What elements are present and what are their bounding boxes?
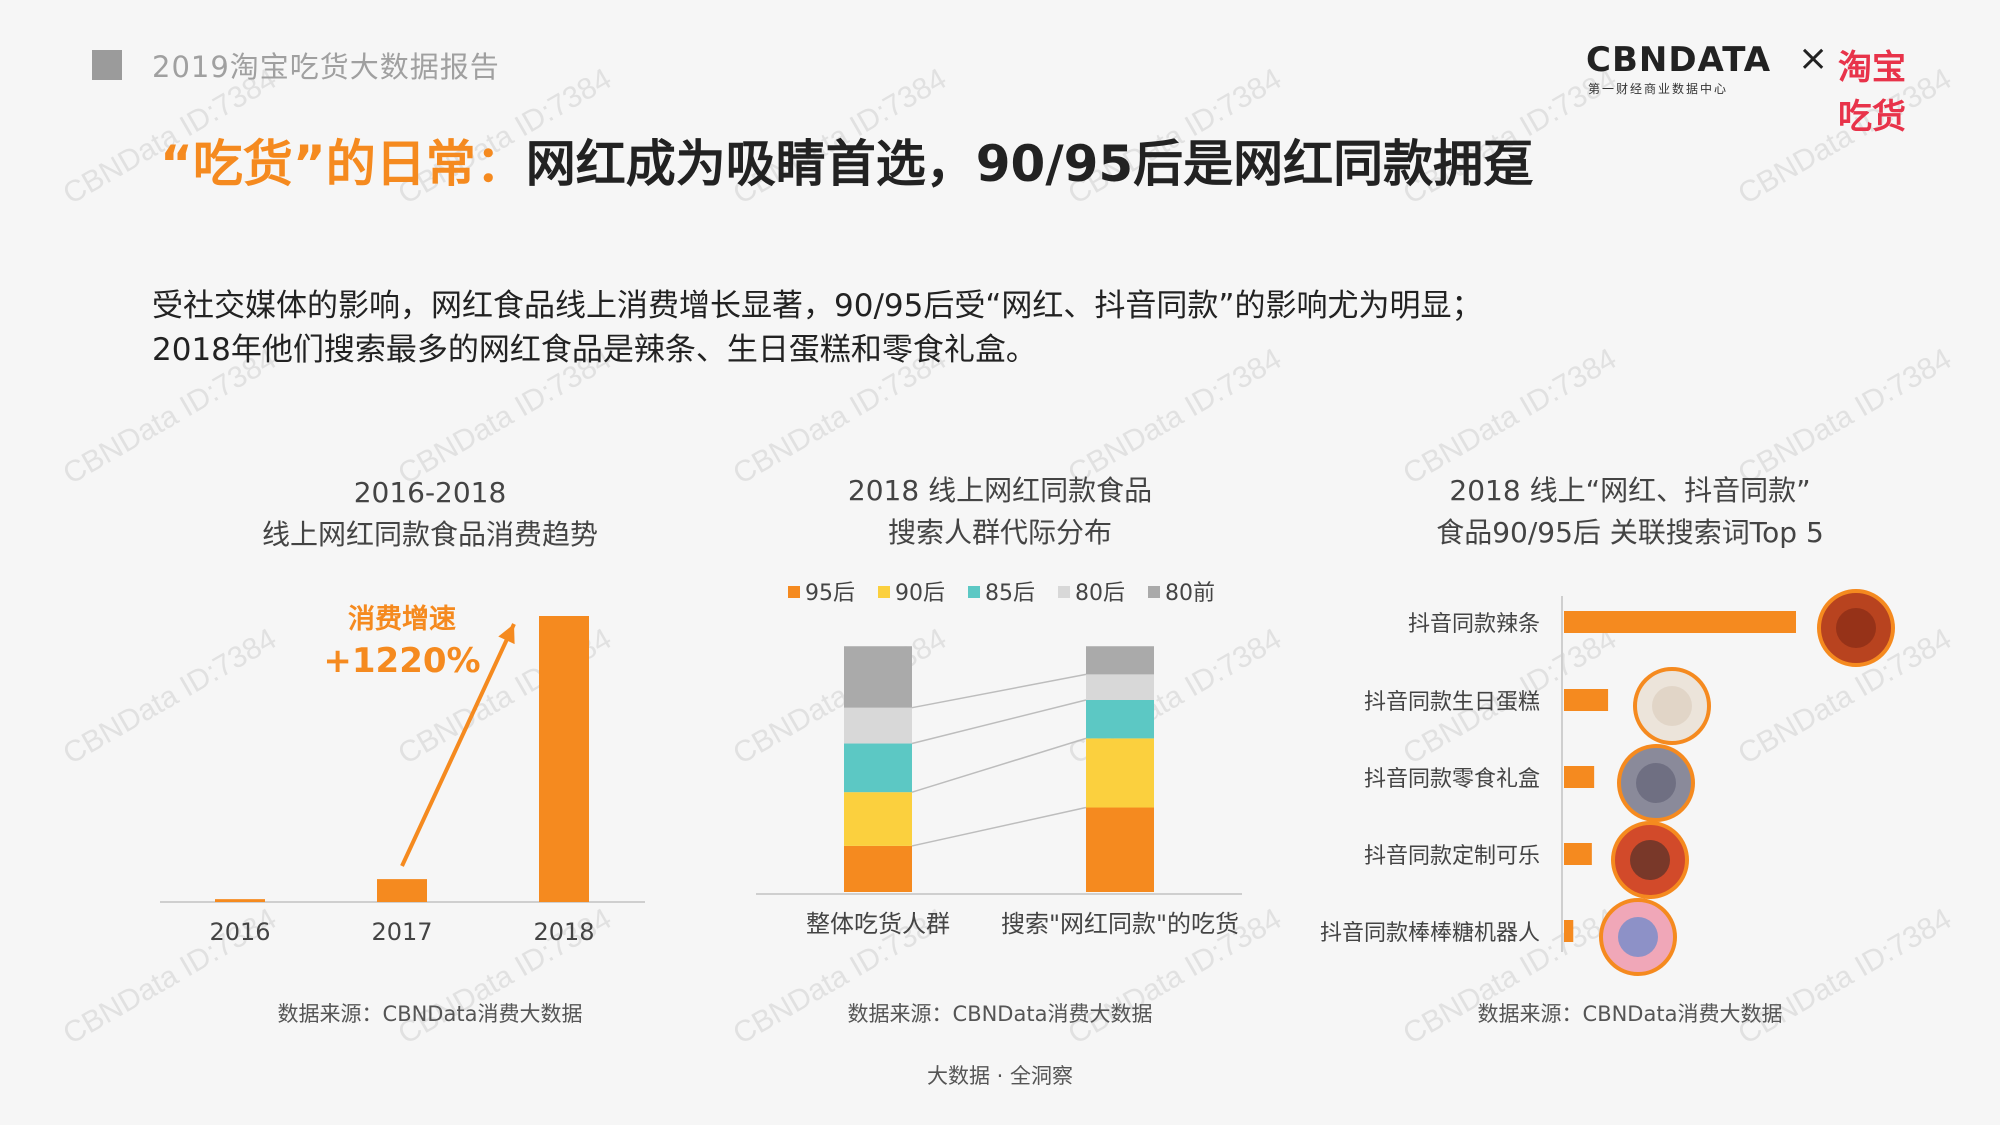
segment-connector-line [911, 806, 1087, 847]
x-tick-label: 搜索"网红同款"的吃货 [1001, 910, 1239, 938]
hbar-抖音同款零食礼盒 [1564, 766, 1595, 788]
legend-label-80后: 80后 [1075, 581, 1125, 606]
hbar-抖音同款定制可乐 [1564, 843, 1592, 865]
middle-chart-title: 2018 线上网红同款食品 搜索人群代际分布 [740, 470, 1260, 554]
legend-swatch-95后 [788, 586, 800, 598]
taobao-chihuo-logo: 淘宝吃货 [1838, 48, 1906, 137]
segment-connector-line [911, 737, 1087, 793]
report-marker-square [92, 50, 122, 80]
intro-line-2: 2018年他们搜索最多的网红食品是辣条、生日蛋糕和零食礼盒。 [152, 332, 1037, 368]
segment-90后-overall [844, 792, 912, 846]
segment-90后-wanghong [1086, 738, 1154, 808]
legend-label-85后: 85后 [985, 581, 1035, 606]
left-chart-title-line2: 线上网红同款食品消费趋势 [261, 518, 598, 551]
segment-connector-line [911, 673, 1087, 709]
right-chart-title-line2: 食品90/95后 关联搜索词Top 5 [1436, 516, 1824, 549]
product-thumbnail-detail [1618, 917, 1658, 957]
legend-label-95后: 95后 [805, 581, 855, 606]
brand-cross-icon: × [1798, 38, 1829, 79]
left-bar-chart: 2016 2017 2018 消费增速 +1220% [160, 603, 645, 946]
left-chart-title-line1: 2016-2018 [353, 476, 507, 509]
product-thumbnail-detail [1652, 686, 1692, 726]
product-thumbnail-detail [1836, 608, 1876, 648]
right-chart-title: 2018 线上“网红、抖音同款” 食品90/95后 关联搜索词Top 5 [1370, 470, 1890, 554]
segment-80前-wanghong [1086, 646, 1154, 675]
segment-80后-wanghong [1086, 674, 1154, 700]
x-tick-2017: 2017 [371, 918, 432, 946]
y-tick-label: 抖音同款生日蛋糕 [1364, 690, 1540, 715]
cbndata-logo: CBNDATA [1586, 40, 1772, 80]
intro-paragraph: 受社交媒体的影响，网红食品线上消费增长显著，90/95后受“网红、抖音同款”的影… [152, 284, 1932, 372]
segment-80前-overall [844, 646, 912, 708]
product-thumbnail-detail [1636, 763, 1676, 803]
bar-2018 [539, 616, 589, 902]
brand-logos: CBNDATA 第一财经商业数据中心 × 淘宝吃货 [1586, 38, 1936, 137]
segment-95后-wanghong [1086, 807, 1154, 892]
y-tick-label: 抖音同款辣条 [1408, 612, 1540, 637]
legend-swatch-85后 [968, 586, 980, 598]
hbar-抖音同款辣条 [1564, 611, 1796, 633]
y-tick-label: 抖音同款棒棒糖机器人 [1320, 921, 1540, 946]
left-chart-title: 2016-2018 线上网红同款食品消费趋势 [180, 472, 680, 556]
legend-swatch-80后 [1058, 586, 1070, 598]
product-thumbnail-detail [1630, 840, 1670, 880]
bar-2016 [215, 899, 265, 902]
headline-rest: 网红成为吸睛首选，90/95后是网红同款拥趸 [525, 135, 1534, 193]
growth-arrow-head [498, 624, 515, 645]
right-chart-title-line1: 2018 线上“网红、抖音同款” [1449, 474, 1811, 507]
y-tick-label: 抖音同款定制可乐 [1364, 844, 1540, 869]
x-tick-2016: 2016 [209, 918, 270, 946]
bar-2017 [377, 879, 427, 902]
segment-80后-overall [844, 707, 912, 744]
x-tick-label: 整体吃货人群 [806, 910, 950, 938]
segment-85后-overall [844, 743, 912, 793]
page-headline: “吃货”的日常：网红成为吸睛首选，90/95后是网红同款拥趸 [160, 124, 1533, 196]
right-chart-source: 数据来源：CBNData消费大数据 [1477, 1002, 1783, 1026]
middle-chart-title-line1: 2018 线上网红同款食品 [847, 474, 1153, 507]
segment-85后-wanghong [1086, 700, 1154, 739]
growth-annotation-label: 消费增速 [348, 603, 456, 635]
cbndata-logo-subtitle: 第一财经商业数据中心 [1588, 82, 1729, 96]
y-tick-label: 抖音同款零食礼盒 [1364, 767, 1540, 792]
growth-annotation-value: +1220% [323, 641, 480, 681]
headline-highlight: “吃货”的日常： [160, 135, 526, 193]
growth-arrow-line [400, 623, 516, 867]
legend-label-80前: 80前 [1165, 581, 1215, 606]
report-title: 2019淘宝吃货大数据报告 [152, 50, 500, 84]
middle-chart-source: 数据来源：CBNData消费大数据 [847, 1002, 1153, 1026]
segment-connector-line [911, 699, 1087, 745]
intro-line-1: 受社交媒体的影响，网红食品线上消费增长显著，90/95后受“网红、抖音同款”的影… [152, 288, 1483, 324]
footer-slogan: 大数据 · 全洞察 [926, 1064, 1074, 1088]
x-tick-2018: 2018 [533, 918, 594, 946]
middle-chart-title-line2: 搜索人群代际分布 [887, 516, 1112, 549]
hbar-抖音同款棒棒糖机器人 [1564, 920, 1574, 942]
segment-95后-overall [844, 845, 912, 892]
legend-swatch-90后 [878, 586, 890, 598]
left-chart-source: 数据来源：CBNData消费大数据 [277, 1002, 583, 1026]
legend-swatch-80前 [1148, 586, 1160, 598]
hbar-抖音同款生日蛋糕 [1564, 689, 1609, 711]
legend-label-90后: 90后 [895, 581, 945, 606]
